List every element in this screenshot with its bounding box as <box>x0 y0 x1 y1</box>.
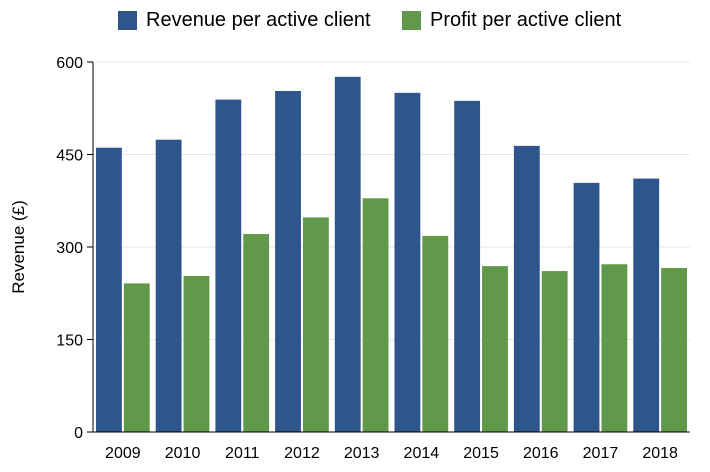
y-tick-label: 600 <box>56 55 83 72</box>
profit-bar <box>362 198 389 432</box>
legend-label-revenue: Revenue per active client <box>146 9 371 31</box>
revenue-bar <box>155 139 182 432</box>
profit-bar <box>601 264 628 432</box>
profit-bar <box>183 275 210 432</box>
profit-bar <box>123 283 150 432</box>
legend-swatch-profit <box>402 10 421 30</box>
revenue-bar <box>573 182 600 432</box>
x-tick-label: 2018 <box>642 445 678 462</box>
profit-bar <box>482 266 508 432</box>
y-tick-label: 450 <box>56 148 83 165</box>
profit-bar <box>243 234 270 432</box>
profit-bar <box>541 271 568 432</box>
revenue-bar <box>334 76 361 433</box>
profit-bar <box>302 217 329 432</box>
revenue-bar <box>633 178 660 432</box>
y-tick-label: 150 <box>56 333 83 350</box>
legend-item-profit: Profit per active client <box>402 6 621 34</box>
x-tick-label: 2017 <box>583 445 619 462</box>
x-tick-label: 2013 <box>344 445 380 462</box>
x-tick-label: 2009 <box>105 445 141 462</box>
revenue-bar <box>513 145 540 432</box>
x-tick-label: 2015 <box>463 445 499 462</box>
x-tick-label: 2014 <box>404 445 440 462</box>
y-axis-title: Revenue (£) <box>9 200 28 294</box>
chart-legend: Revenue per active client Profit per act… <box>0 6 710 36</box>
x-tick-label: 2010 <box>165 445 201 462</box>
revenue-bar <box>215 99 242 432</box>
revenue-bar <box>96 147 122 432</box>
revenue-bar <box>275 90 301 432</box>
revenue-bar <box>394 92 421 432</box>
x-tick-label: 2016 <box>523 445 559 462</box>
legend-swatch-revenue <box>118 10 137 30</box>
y-tick-label: 300 <box>56 240 83 257</box>
profit-bar <box>661 267 687 432</box>
x-tick-label: 2012 <box>284 445 320 462</box>
revenue-bar <box>454 100 481 432</box>
y-tick-label: 0 <box>74 425 83 442</box>
profit-bar <box>422 235 449 432</box>
legend-label-profit: Profit per active client <box>430 9 622 31</box>
x-tick-label: 2011 <box>225 445 260 462</box>
legend-item-revenue: Revenue per active client <box>118 6 371 34</box>
